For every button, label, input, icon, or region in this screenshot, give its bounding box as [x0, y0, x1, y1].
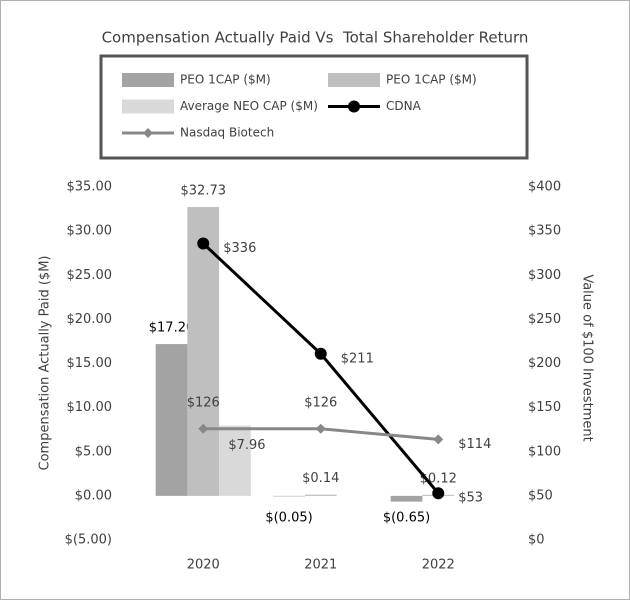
legend-label: PEO 1CAP ($M): [180, 73, 271, 87]
data-label: $114: [458, 437, 491, 452]
data-label: $(0.65): [383, 510, 430, 525]
y-tick-label: $20.00: [67, 312, 113, 327]
legend-box: [99, 54, 529, 160]
y2-tick-label: $100: [528, 444, 561, 459]
y2-tick-label: $0: [528, 533, 545, 548]
y-axis-title: Compensation Actually Paid ($M): [38, 256, 53, 471]
y-tick-label: $15.00: [67, 356, 113, 371]
bar: [390, 495, 423, 502]
bar: [304, 494, 337, 496]
bar: [219, 425, 251, 496]
y2-tick-label: $250: [528, 312, 561, 327]
data-label: $53: [458, 491, 483, 506]
y2-axis-title: Value of $100 Investment: [580, 274, 595, 441]
data-label: $336: [223, 241, 256, 256]
y2-tick-label: $200: [528, 356, 561, 371]
bar: [187, 207, 220, 496]
y-tick-label: $(5.00): [65, 533, 112, 548]
y-tick-label: $0.00: [75, 488, 112, 503]
y2-tick-label: $50: [528, 488, 553, 503]
data-label: $17.20: [149, 321, 195, 336]
marker: [314, 347, 327, 360]
data-label: $(0.05): [265, 510, 312, 525]
legend-marker: [348, 100, 360, 113]
bar: [273, 495, 305, 497]
x-tick-label: 2022: [422, 558, 455, 573]
x-tick-label: 2020: [187, 558, 220, 573]
y-tick-label: $35.00: [67, 180, 113, 195]
legend-swatch: [328, 73, 380, 87]
data-label: $126: [187, 395, 220, 410]
legend-label: Average NEO CAP ($M): [180, 99, 318, 113]
y-tick-label: $30.00: [67, 224, 113, 239]
y2-tick-label: $150: [528, 400, 561, 415]
legend-swatch: [122, 99, 174, 114]
y-tick-label: $5.00: [75, 444, 112, 459]
y2-tick-label: $350: [528, 224, 561, 239]
marker: [315, 423, 326, 434]
bar: [155, 344, 188, 496]
chart-title: Compensation Actually Paid Vs Total Shar…: [102, 29, 529, 47]
data-label: $211: [341, 351, 374, 366]
y-tick-label: $25.00: [67, 268, 113, 283]
marker: [432, 487, 445, 500]
y2-tick-label: $400: [528, 180, 561, 195]
legend-label: PEO 1CAP ($M): [386, 73, 477, 87]
legend-marker: [143, 128, 153, 138]
marker: [198, 423, 209, 434]
data-label: $126: [304, 395, 337, 410]
legend-label: CDNA: [386, 99, 422, 113]
legend-swatch: [122, 73, 174, 87]
legend-label: Nasdaq Biotech: [180, 126, 274, 140]
y2-tick-label: $300: [528, 268, 561, 283]
data-label: $32.73: [181, 184, 227, 199]
data-label: $7.96: [228, 438, 265, 453]
marker: [433, 434, 444, 445]
data-label: $0.14: [302, 471, 339, 486]
y-tick-label: $10.00: [67, 400, 113, 415]
x-tick-label: 2021: [304, 558, 337, 573]
marker: [197, 237, 210, 250]
